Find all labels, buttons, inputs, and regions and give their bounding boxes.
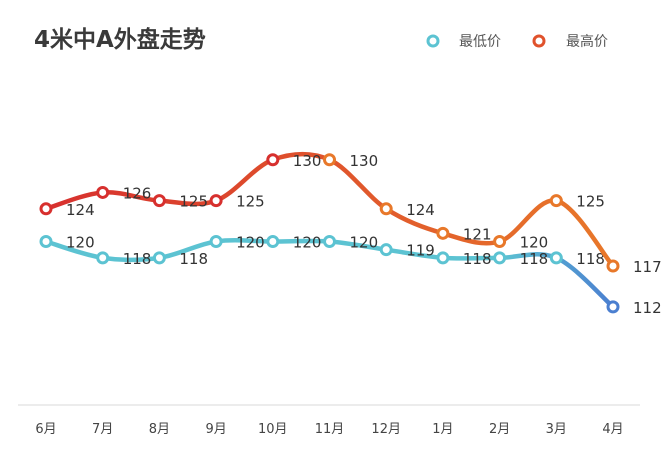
data-label: 118 xyxy=(520,250,549,268)
data-label: 130 xyxy=(350,152,379,170)
series-line-high xyxy=(43,151,616,269)
data-label: 120 xyxy=(293,234,322,252)
x-tick-label: 6月 xyxy=(35,422,56,437)
data-label: 124 xyxy=(66,201,95,219)
data-label: 120 xyxy=(520,234,549,252)
data-label: 126 xyxy=(123,184,152,202)
data-point xyxy=(549,251,563,265)
data-label: 117 xyxy=(633,258,661,276)
data-point xyxy=(96,185,110,199)
data-point xyxy=(493,251,507,265)
data-point xyxy=(39,202,53,216)
x-tick-label: 3月 xyxy=(546,422,567,437)
legend-marker-high xyxy=(532,34,546,48)
x-tick-label: 8月 xyxy=(149,422,170,437)
x-tick-label: 7月 xyxy=(92,422,113,437)
data-point xyxy=(266,153,280,167)
x-tick-label: 1月 xyxy=(432,422,453,437)
x-tick-label: 9月 xyxy=(205,422,226,437)
data-label: 125 xyxy=(179,193,208,211)
data-point xyxy=(152,194,166,208)
x-tick-label: 4月 xyxy=(602,422,623,437)
data-label: 120 xyxy=(236,234,265,252)
data-label: 119 xyxy=(406,242,435,260)
data-point xyxy=(152,251,166,265)
legend-marker-low xyxy=(426,34,440,48)
data-point xyxy=(549,194,563,208)
legend: 最低价 最高价 xyxy=(413,33,608,50)
chart-title: 4米中A外盘走势 xyxy=(34,27,206,53)
data-point xyxy=(606,300,620,314)
data-point xyxy=(39,235,53,248)
data-point xyxy=(606,259,620,273)
data-label: 118 xyxy=(179,250,208,268)
data-point xyxy=(323,235,336,248)
data-label: 118 xyxy=(123,250,152,268)
data-label: 124 xyxy=(406,201,435,219)
data-point xyxy=(493,235,507,248)
legend-label-high: 最高价 xyxy=(566,33,608,50)
data-point xyxy=(379,243,393,257)
data-point xyxy=(209,194,223,208)
data-point xyxy=(96,251,110,265)
x-tick-label: 10月 xyxy=(258,422,288,437)
data-point xyxy=(379,202,393,216)
data-label: 120 xyxy=(350,234,379,252)
data-point xyxy=(266,235,280,248)
data-point xyxy=(436,226,450,240)
data-point xyxy=(209,235,223,248)
data-point xyxy=(323,153,336,167)
legend-label-low: 最低价 xyxy=(459,34,501,50)
data-point xyxy=(436,251,450,265)
data-label: 121 xyxy=(463,225,492,243)
data-label: 130 xyxy=(293,152,322,170)
x-tick-label: 2月 xyxy=(489,422,510,437)
data-label: 120 xyxy=(66,234,95,252)
data-label: 118 xyxy=(463,250,492,268)
data-label: 112 xyxy=(633,299,661,317)
data-label: 125 xyxy=(576,193,605,211)
data-label: 125 xyxy=(236,193,265,211)
x-tick-label: 12月 xyxy=(371,422,401,437)
x-tick-label: 11月 xyxy=(315,422,345,437)
data-label: 118 xyxy=(576,250,605,268)
